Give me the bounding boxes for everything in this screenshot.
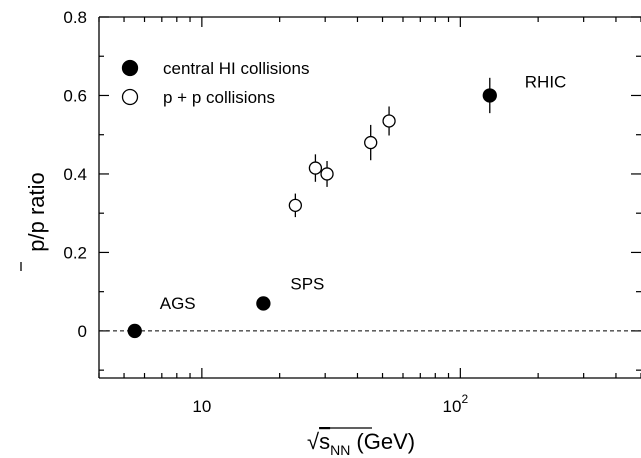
data-point-filled [256,296,271,311]
data-point-filled [127,323,142,339]
legend-open-circle-marker [121,88,139,106]
y-tick-label: 0.4 [63,165,87,184]
x-tick-exponent: 2 [461,392,468,406]
y-tick-label: 0.6 [63,86,87,105]
legend-label: central HI collisions [163,59,309,78]
y-tick-label: 0 [78,322,87,341]
x-tick-label: 10 [192,397,211,416]
data-point-open [288,198,303,212]
x-tick-label: 102 [443,392,469,416]
legend-filled-circle-marker [121,59,139,77]
point-annotation-rhic: RHIC [525,72,567,91]
plot-area: 0 0.2 0.4 0.6 0.8 10 102 [20,8,641,429]
data-point-open [364,135,378,150]
x-axis-title: √sNN (GeV) [307,429,415,458]
point-annotation-ags: AGS [160,294,196,313]
data-point-open [308,161,323,175]
point-annotation-sps: SPS [290,274,324,293]
y-tick-label: 0.2 [63,243,87,262]
data-marks: AGS SPS RHIC [127,72,567,339]
data-point-open [320,167,334,181]
legend-label: p + p collisions [163,88,275,107]
y-tick-label: 0.8 [63,8,87,27]
data-point-open [382,114,396,128]
y-axis-title: p/p ratio [24,172,49,252]
legend: central HI collisions p + p collisions [121,59,309,107]
data-point-filled [482,88,497,103]
